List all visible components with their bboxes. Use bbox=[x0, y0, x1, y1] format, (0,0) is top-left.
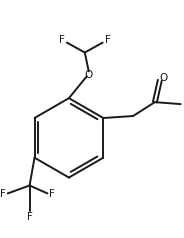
Text: F: F bbox=[59, 35, 65, 45]
Text: F: F bbox=[0, 189, 6, 199]
Text: F: F bbox=[49, 189, 55, 199]
Text: F: F bbox=[105, 35, 111, 45]
Text: F: F bbox=[27, 212, 33, 222]
Text: O: O bbox=[160, 73, 168, 83]
Text: O: O bbox=[85, 70, 93, 80]
